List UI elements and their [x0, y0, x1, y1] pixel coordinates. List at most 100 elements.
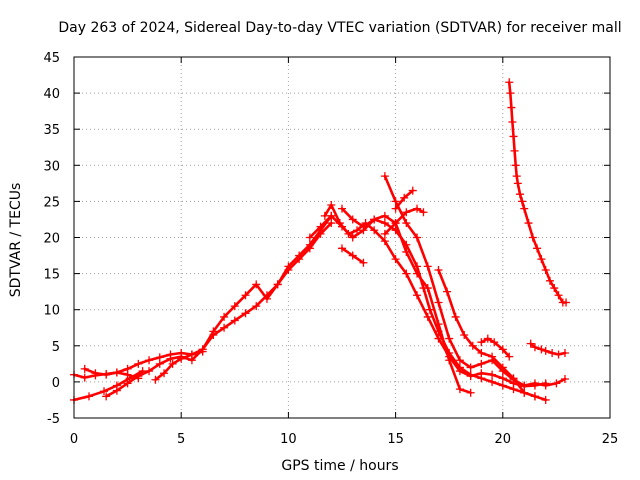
data-point: [423, 312, 432, 321]
data-point: [370, 226, 379, 235]
data-point: [548, 349, 557, 358]
data-point: [359, 258, 368, 267]
data-point: [505, 352, 514, 361]
y-tick-label: 15: [43, 268, 60, 283]
data-point: [327, 219, 336, 228]
data-point: [468, 341, 477, 350]
data-point: [80, 364, 89, 373]
data-point: [477, 369, 486, 378]
data-point: [230, 316, 239, 325]
data-point: [112, 368, 121, 377]
data-point: [434, 298, 443, 307]
data-point: [488, 370, 497, 379]
data-point: [160, 369, 169, 378]
data-point: [509, 132, 518, 141]
data-point: [305, 240, 314, 249]
x-tick-label: 10: [280, 432, 297, 447]
data-point: [112, 386, 121, 395]
data-point: [391, 255, 400, 264]
data-point: [413, 233, 422, 242]
data-point: [305, 233, 314, 242]
data-point: [177, 354, 186, 363]
y-tick-label: 0: [52, 376, 60, 391]
x-axis-label: GPS time / hours: [281, 458, 398, 474]
data-point: [510, 146, 519, 155]
data-point: [508, 117, 517, 126]
data-point: [423, 262, 432, 271]
data-point: [402, 219, 411, 228]
data-point: [434, 265, 443, 274]
data-point: [434, 320, 443, 329]
data-point: [526, 339, 535, 348]
data-point: [408, 186, 417, 195]
data-point: [391, 204, 400, 213]
y-tick-label: 30: [43, 159, 60, 174]
data-point: [361, 219, 370, 228]
data-point: [155, 359, 164, 368]
data-point: [533, 244, 542, 253]
data-point: [445, 334, 454, 343]
data-point: [198, 347, 207, 356]
data-point: [513, 179, 522, 188]
x-tick-label: 15: [387, 432, 404, 447]
data-point: [338, 204, 346, 213]
y-tick-label: 45: [43, 51, 60, 66]
data-point: [335, 219, 344, 228]
data-point: [220, 312, 229, 321]
data-point: [552, 379, 561, 388]
data-point: [477, 359, 486, 368]
data-point: [391, 219, 400, 228]
data-point: [344, 229, 353, 238]
series-track-16: [526, 339, 569, 359]
data-point: [560, 349, 569, 358]
y-tick-label: 40: [43, 87, 60, 102]
data-point: [168, 359, 177, 368]
data-point: [85, 392, 94, 401]
data-point: [537, 345, 546, 354]
data-point: [511, 161, 520, 170]
data-point: [295, 251, 304, 260]
series-line: [529, 342, 567, 356]
data-point: [483, 334, 492, 343]
data-point: [455, 356, 464, 365]
data-point: [123, 370, 132, 379]
data-point: [518, 197, 527, 206]
data-point: [528, 233, 537, 242]
data-point: [419, 208, 428, 217]
series-track-13: [434, 265, 550, 404]
data-point: [102, 392, 111, 401]
data-point: [520, 204, 529, 213]
data-point: [252, 302, 261, 311]
data-point: [413, 204, 422, 213]
data-point: [507, 103, 516, 112]
data-point: [123, 379, 132, 388]
data-point: [348, 215, 357, 224]
data-point: [400, 193, 409, 202]
data-point: [230, 302, 239, 311]
data-point: [512, 172, 521, 181]
series-line: [104, 214, 333, 398]
data-point: [380, 229, 389, 238]
y-tick-label: 10: [43, 304, 60, 319]
data-point: [498, 374, 507, 383]
data-point: [541, 346, 550, 355]
chart-title: Day 263 of 2024, Sidereal Day-to-day VTE…: [58, 20, 621, 36]
data-point: [166, 354, 175, 363]
data-point: [541, 381, 550, 390]
data-point: [151, 375, 160, 384]
series-track-1: [70, 219, 336, 382]
data-point: [520, 381, 529, 390]
data-point: [353, 226, 362, 235]
data-point: [252, 280, 261, 289]
data-point: [506, 89, 515, 98]
data-point: [550, 284, 559, 293]
series-track-11: [380, 204, 428, 238]
data-point: [423, 284, 432, 293]
data-point: [498, 363, 507, 372]
x-tick-label: 20: [495, 432, 512, 447]
data-point: [391, 197, 400, 206]
axis-ticks: 0 5 10 15 20 25 -5 0 5 10 15 20 25 30 35 40 45: [43, 51, 618, 447]
grid: [74, 57, 610, 418]
data-point: [402, 208, 411, 217]
data-point: [562, 298, 571, 307]
